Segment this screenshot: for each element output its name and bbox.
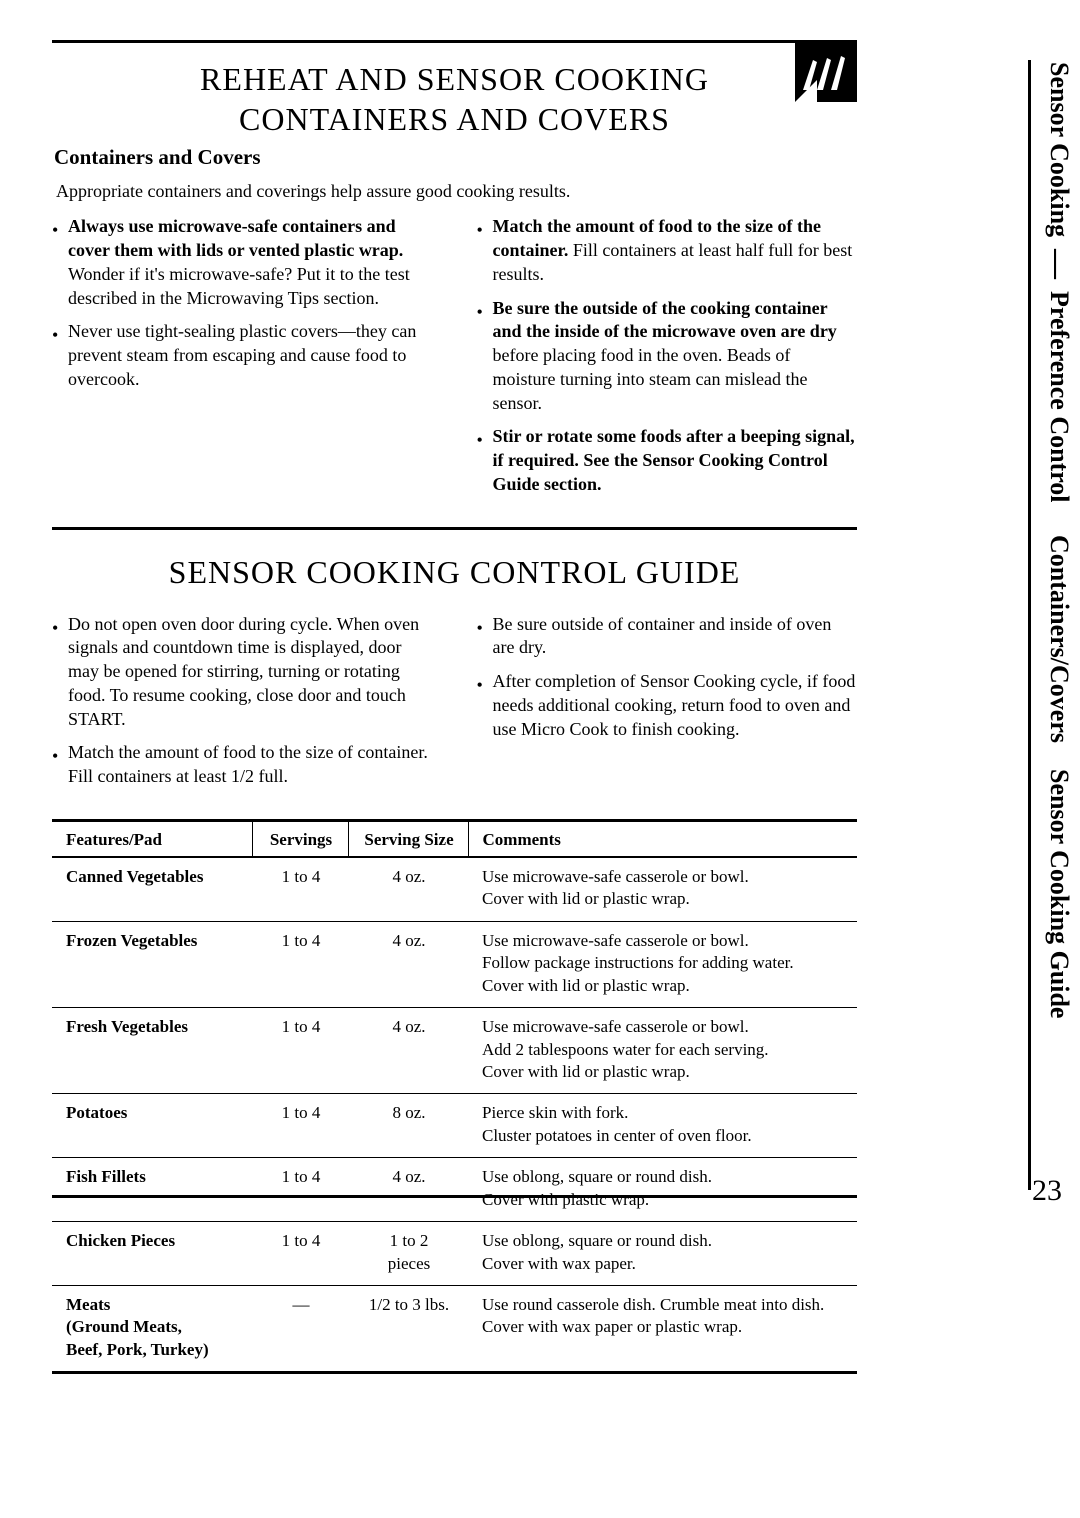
bullet-item: Always use microwave-safe containers and… [52,215,433,310]
sensor-cooking-table: Features/Pad Servings Serving Size Comme… [52,819,857,1374]
bullet-text: Wonder if it's microwave-safe? Put it to… [68,264,410,308]
cell-servings: 1 to 4 [252,857,348,921]
th-features: Features/Pad [52,820,252,857]
section1-right-bullets: Match the amount of food to the size of … [477,215,858,496]
table-row: Fresh Vegetables1 to 44 oz.Use microwave… [52,1008,857,1094]
cell-feature: Fresh Vegetables [52,1008,252,1094]
th-servings: Servings [252,820,348,857]
bullet-item: Never use tight-sealing plastic covers—t… [52,320,433,391]
bullet-bold: Be sure the outside of the cooking conta… [493,298,837,342]
cell-servings: 1 to 4 [252,1008,348,1094]
th-size: Serving Size [348,820,468,857]
cell-servings: 1 to 4 [252,1222,348,1286]
bullet-item: Stir or rotate some foods after a beepin… [477,425,858,496]
bullet-item: Be sure the outside of the cooking conta… [477,297,858,416]
cell-size: 4 oz. [348,1008,468,1094]
side-rule [1028,60,1031,1190]
cell-comments: Use oblong, square or round dish.Cover w… [468,1222,857,1286]
cell-size: 4 oz. [348,921,468,1007]
cell-feature: Potatoes [52,1094,252,1158]
side-tabs: Sensor Cooking — Preference Control Cont… [1028,60,1080,1190]
cell-comments: Use microwave-safe casserole or bowl.Cov… [468,857,857,921]
cell-servings: 1 to 4 [252,1094,348,1158]
containers-intro: Appropriate containers and coverings hel… [56,180,857,203]
cell-servings: 1 to 4 [252,1158,348,1222]
cell-size: 8 oz. [348,1094,468,1158]
side-tab: Sensor Cooking Guide [1034,767,1080,1020]
bullet-item: Be sure outside of container and inside … [477,613,858,661]
cell-comments: Pierce skin with fork.Cluster potatoes i… [468,1094,857,1158]
bullet-text: Match the amount of food to the size of … [68,742,428,786]
section-separator [52,527,857,530]
side-tab: Preference Control [1034,289,1080,505]
containers-subhead: Containers and Covers [54,145,857,170]
bullet-item: Match the amount of food to the size of … [477,215,858,286]
top-rule [52,40,857,43]
bullet-text: Be sure outside of container and inside … [493,614,832,658]
cell-servings: — [252,1286,348,1373]
section1-left-bullets: Always use microwave-safe containers and… [52,215,433,391]
cell-feature: Frozen Vegetables [52,921,252,1007]
bullet-text: After completion of Sensor Cooking cycle… [493,671,856,739]
cell-size: 1 to 2pieces [348,1222,468,1286]
table-row: Frozen Vegetables1 to 44 oz.Use microwav… [52,921,857,1007]
cell-comments: Use microwave-safe casserole or bowl.Fol… [468,921,857,1007]
side-tab: Sensor Cooking [1034,60,1080,239]
bullet-text: Do not open oven door during cycle. When… [68,614,419,729]
cell-servings: 1 to 4 [252,921,348,1007]
cell-feature: Fish Fillets [52,1158,252,1222]
section1-title: REHEAT AND SENSOR COOKING CONTAINERS AND… [52,59,857,139]
cell-comments: Use oblong, square or round dish.Cover w… [468,1158,857,1222]
section2-left-bullets: Do not open oven door during cycle. When… [52,613,433,789]
bullet-item: Do not open oven door during cycle. When… [52,613,433,732]
cell-size: 1/2 to 3 lbs. [348,1286,468,1373]
bullet-item: After completion of Sensor Cooking cycle… [477,670,858,741]
cell-feature: Canned Vegetables [52,857,252,921]
table-header-row: Features/Pad Servings Serving Size Comme… [52,820,857,857]
bullet-text: before placing food in the oven. Beads o… [493,345,808,413]
title-line1: REHEAT AND SENSOR COOKING [200,61,709,97]
table-row: Meats(Ground Meats,Beef, Pork, Turkey)—1… [52,1286,857,1373]
bullet-bold: Stir or rotate some foods after a beepin… [493,426,855,494]
side-tab-divider: — [1034,239,1080,289]
corner-icon [795,40,857,102]
cell-feature: Chicken Pieces [52,1222,252,1286]
table-row: Potatoes1 to 48 oz.Pierce skin with fork… [52,1094,857,1158]
table-row: Fish Fillets1 to 44 oz.Use oblong, squar… [52,1158,857,1222]
cell-size: 4 oz. [348,1158,468,1222]
section2-right-bullets: Be sure outside of container and inside … [477,613,858,742]
bullet-text: Never use tight-sealing plastic covers—t… [68,321,416,389]
bullet-bold: Always use microwave-safe containers and… [68,216,403,260]
cell-feature: Meats(Ground Meats,Beef, Pork, Turkey) [52,1286,252,1373]
cell-comments: Use round casserole dish. Crumble meat i… [468,1286,857,1373]
cell-comments: Use microwave-safe casserole or bowl.Add… [468,1008,857,1094]
title-line2: CONTAINERS AND COVERS [239,101,670,137]
table-row: Chicken Pieces1 to 41 to 2piecesUse oblo… [52,1222,857,1286]
table-row: Canned Vegetables1 to 44 oz.Use microwav… [52,857,857,921]
cell-size: 4 oz. [348,857,468,921]
section2-title: SENSOR COOKING CONTROL GUIDE [52,554,857,591]
side-tab: Containers/Covers [1034,533,1080,745]
page-number: 23 [1032,1174,1062,1208]
bullet-item: Match the amount of food to the size of … [52,741,433,789]
th-comments: Comments [468,820,857,857]
bottom-rule [52,1195,857,1198]
